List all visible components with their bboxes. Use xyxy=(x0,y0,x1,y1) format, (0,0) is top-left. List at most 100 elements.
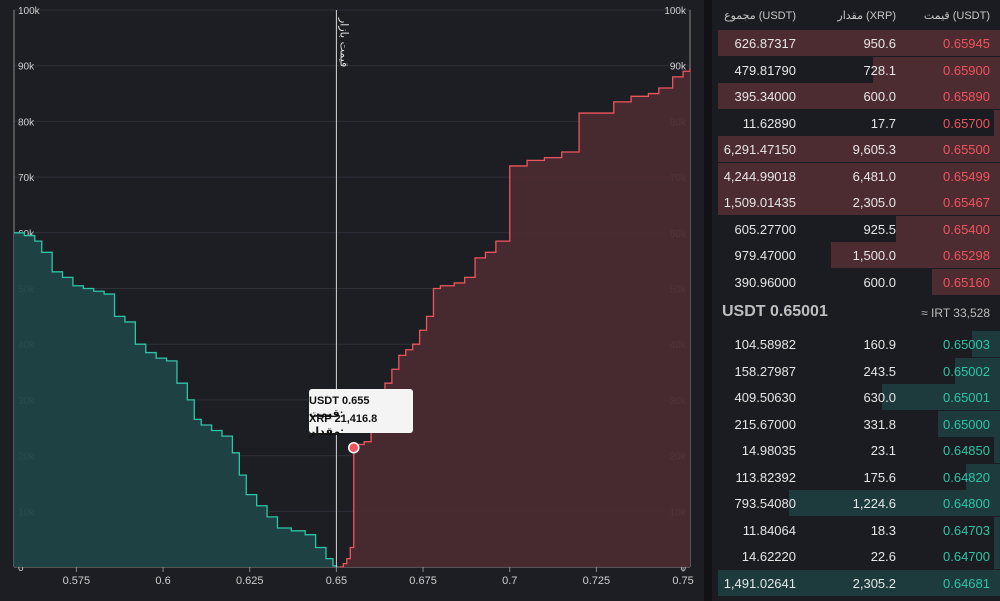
ask-row[interactable]: 1,509.01435 2,305.0 0.65467 xyxy=(712,189,1000,215)
last-price-row[interactable]: USDT 0.65001 ≈ IRT 33,528 xyxy=(712,296,1000,328)
bid-row[interactable]: 14.98035 23.1 0.64850 xyxy=(712,437,1000,463)
bid-row[interactable]: 793.54080 1,224.6 0.64800 xyxy=(712,490,1000,516)
bid-row[interactable]: 14.62220 22.6 0.64700 xyxy=(712,543,1000,569)
ask-price: 0.65700 xyxy=(943,115,990,131)
ask-depth-bar xyxy=(830,242,1000,268)
ask-price: 0.65467 xyxy=(943,195,990,210)
panel-divider xyxy=(704,0,712,601)
ask-depth-bar xyxy=(895,215,1000,242)
ask-total: 626.87317 xyxy=(734,36,796,51)
order-book-header: مجموع (USDT) مقدار (XRP) قیمت (USDT) xyxy=(712,0,1000,30)
bid-row[interactable]: 1,491.02641 2,305.2 0.64681 xyxy=(712,569,1000,596)
bid-total: 113.82392 xyxy=(735,469,797,485)
depth-chart-svg: 0010k10k20k20k30k30k40k40k50k50k60k60k70… xyxy=(13,6,694,587)
bid-price: 0.65003 xyxy=(943,337,990,352)
x-tick-label: 0.65 xyxy=(326,575,347,587)
ask-row[interactable]: 4,244.99018 6,481.0 0.65499 xyxy=(712,162,1000,189)
y-tick-label-left: 100k xyxy=(18,6,41,17)
bid-depth-bar xyxy=(994,543,1000,569)
bid-total: 409.50630 xyxy=(734,390,796,405)
bid-total: 14.62220 xyxy=(741,549,796,564)
bid-amount: 22.6 xyxy=(870,549,896,564)
bid-area xyxy=(14,232,337,568)
x-tick-label: 0.625 xyxy=(236,575,264,587)
tooltip-price-line: USDT 0.655 قیمت: xyxy=(309,395,405,420)
ask-depth-bar xyxy=(718,136,1000,162)
ask-amount: 728.1 xyxy=(863,62,896,78)
bid-row[interactable]: 104.58982 160.9 0.65003 xyxy=(712,331,1000,357)
ask-depth-bar xyxy=(873,56,1000,83)
bid-depth-bar xyxy=(954,357,1000,384)
bid-amount: 23.1 xyxy=(870,443,896,458)
ask-total: 6,291.47150 xyxy=(723,142,796,157)
ask-amount: 9,605.3 xyxy=(852,142,896,157)
ask-total: 4,244.99018 xyxy=(723,168,796,184)
ask-price: 0.65298 xyxy=(943,248,990,263)
bid-amount: 160.9 xyxy=(863,337,896,352)
bid-depth-bar xyxy=(966,463,1000,490)
header-price: قیمت (USDT) xyxy=(923,10,990,22)
bid-amount: 2,305.2 xyxy=(852,575,896,591)
ask-row[interactable]: 479.81790 728.1 0.65900 xyxy=(712,56,1000,83)
chart-tooltip: USDT 0.655 قیمت: XRP 21,416.8 مقدار: xyxy=(309,389,413,438)
bid-total: 158.27987 xyxy=(734,363,796,379)
bid-depth-bar xyxy=(971,331,1000,357)
y-tick-label-left: 0 xyxy=(18,563,24,574)
market-price-label: قیمت بازار xyxy=(337,17,350,67)
ask-price: 0.65160 xyxy=(943,274,990,290)
ask-total: 390.96000 xyxy=(734,274,796,290)
y-tick-label-right: 100k xyxy=(664,6,687,17)
ask-row[interactable]: 979.47000 1,500.0 0.65298 xyxy=(712,242,1000,268)
bid-depth-bar xyxy=(718,569,1000,596)
y-tick-label-left: 90k xyxy=(18,62,35,73)
bid-depth-bar xyxy=(881,384,1000,410)
x-tick-label: 0.725 xyxy=(583,575,611,587)
bid-row[interactable]: 11.84064 18.3 0.64703 xyxy=(712,516,1000,543)
ask-depth-bar xyxy=(718,83,1000,109)
header-amount: مقدار (XRP) xyxy=(837,10,896,22)
irt-price: ≈ IRT 33,528 xyxy=(921,306,990,320)
bid-row[interactable]: 113.82392 175.6 0.64820 xyxy=(712,463,1000,490)
ask-price: 0.65890 xyxy=(943,89,990,104)
ask-row[interactable]: 390.96000 600.0 0.65160 xyxy=(712,268,1000,295)
bid-depth-bar xyxy=(994,516,1000,543)
ask-total: 979.47000 xyxy=(734,248,796,263)
bid-row[interactable]: 215.67000 331.8 0.65000 xyxy=(712,410,1000,437)
bid-amount: 175.6 xyxy=(863,469,896,485)
header-total: مجموع (USDT) xyxy=(724,10,796,22)
ask-area xyxy=(339,68,690,568)
ask-depth-bar xyxy=(718,162,1000,189)
bid-row[interactable]: 409.50630 630.0 0.65001 xyxy=(712,384,1000,410)
bid-price: 0.65002 xyxy=(943,363,990,379)
ask-depth-bar xyxy=(718,189,1000,215)
depth-chart[interactable]: 0010k10k20k20k30k30k40k40k50k50k60k60k70… xyxy=(0,0,704,601)
bid-total: 104.58982 xyxy=(734,337,796,352)
ask-row[interactable]: 605.27700 925.5 0.65400 xyxy=(712,215,1000,242)
y-tick-label-right: 90k xyxy=(670,62,687,73)
ask-line xyxy=(339,68,691,568)
ask-row[interactable]: 626.87317 950.6 0.65945 xyxy=(712,30,1000,56)
bid-price: 0.64681 xyxy=(943,575,990,591)
y-tick-label-left: 80k xyxy=(18,117,35,128)
ask-amount: 925.5 xyxy=(863,221,896,237)
ask-row[interactable]: 6,291.47150 9,605.3 0.65500 xyxy=(712,136,1000,162)
x-tick-label: 0.575 xyxy=(63,575,91,587)
bid-depth-bar xyxy=(994,437,1000,463)
last-price: USDT 0.65001 xyxy=(722,303,828,320)
bid-row[interactable]: 158.27987 243.5 0.65002 xyxy=(712,357,1000,384)
ask-row[interactable]: 395.34000 600.0 0.65890 xyxy=(712,83,1000,109)
x-tick-label: 0.7 xyxy=(502,575,517,587)
tooltip-amount-label: مقدار: xyxy=(309,426,344,438)
ask-price: 0.65900 xyxy=(943,62,990,78)
ask-price: 0.65400 xyxy=(943,221,990,237)
bid-amount: 18.3 xyxy=(870,522,896,538)
bid-price: 0.64820 xyxy=(943,469,990,485)
bid-price: 0.64700 xyxy=(943,549,990,564)
x-tick-label: 0.75 xyxy=(672,575,693,587)
ask-row[interactable]: 11.62890 17.7 0.65700 xyxy=(712,109,1000,136)
bid-depth-bar xyxy=(788,490,1000,516)
ask-depth-bar xyxy=(718,30,1000,56)
tooltip-amount-value: XRP 21,416.8 xyxy=(309,413,378,425)
ask-amount: 6,481.0 xyxy=(852,168,896,184)
ask-total: 1,509.01435 xyxy=(723,195,796,210)
